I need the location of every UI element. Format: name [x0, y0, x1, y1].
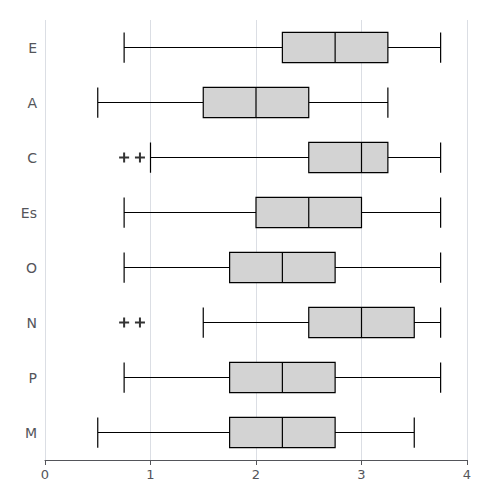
svg-text:1: 1 — [146, 467, 154, 482]
svg-text:C: C — [27, 150, 37, 166]
svg-text:E: E — [28, 40, 37, 56]
svg-text:O: O — [26, 260, 37, 276]
svg-text:N: N — [27, 315, 37, 331]
svg-text:M: M — [25, 425, 37, 441]
svg-text:2: 2 — [252, 467, 260, 482]
svg-text:P: P — [29, 370, 37, 386]
svg-text:4: 4 — [463, 467, 471, 482]
svg-text:A: A — [27, 95, 37, 111]
svg-text:0: 0 — [41, 467, 49, 482]
svg-text:Es: Es — [21, 205, 37, 221]
svg-text:3: 3 — [357, 467, 365, 482]
